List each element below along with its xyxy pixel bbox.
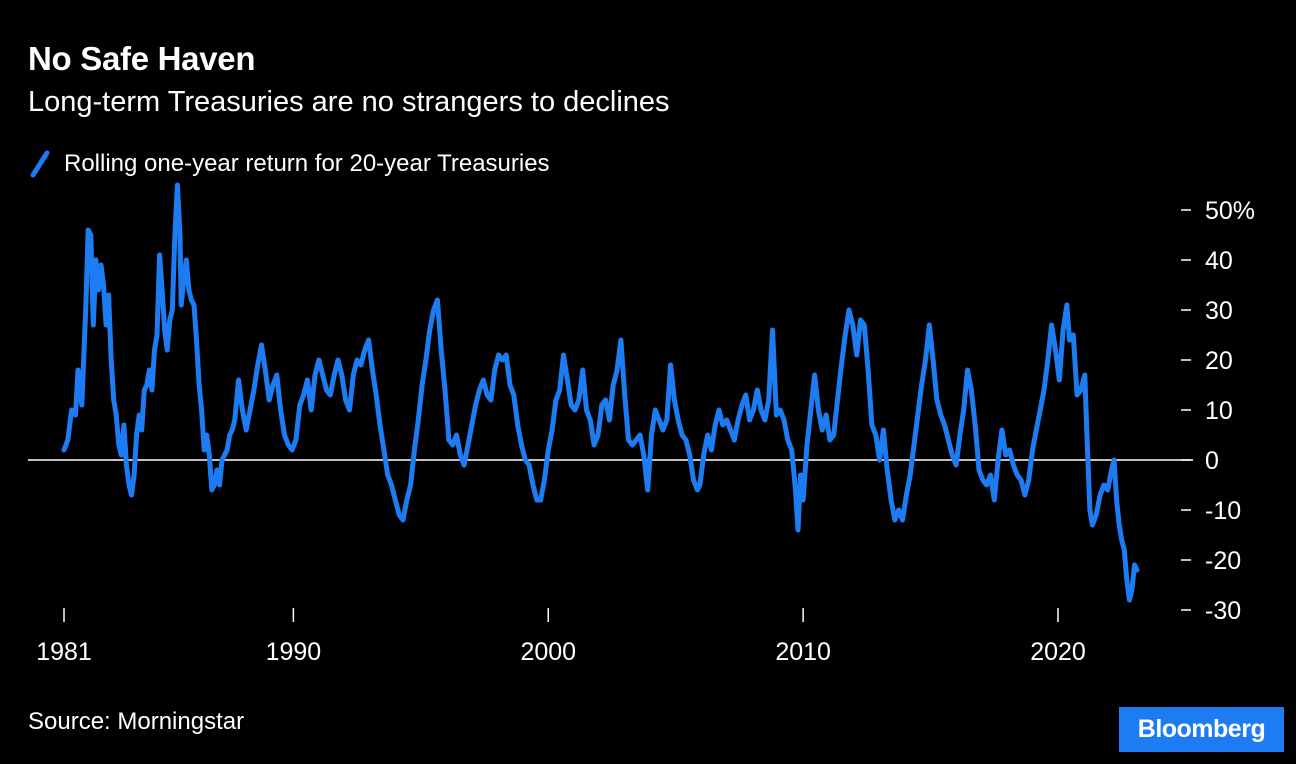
y-tick-label: 30 [1205, 297, 1233, 325]
y-tick-label: 50% [1205, 197, 1255, 225]
y-tick-label: 0 [1205, 447, 1219, 475]
brand-label: Bloomberg [1137, 715, 1266, 743]
y-tick-label: -30 [1205, 597, 1241, 625]
y-tick-label: -10 [1205, 497, 1241, 525]
x-tick-label: 2020 [1030, 638, 1086, 666]
series-line [61, 182, 1140, 603]
source-note: Source: Morningstar [28, 708, 245, 735]
y-tick-label: 10 [1205, 397, 1233, 425]
legend: Rolling one-year return for 20-year Trea… [30, 148, 550, 180]
legend-label: Rolling one-year return for 20-year Trea… [64, 150, 550, 177]
x-tick-label: 2000 [520, 638, 576, 666]
chart-subtitle: Long-term Treasuries are no strangers to… [28, 86, 670, 118]
x-tick-label: 1981 [36, 638, 92, 666]
bloomberg-logo: Bloomberg [1119, 707, 1284, 752]
y-tick-label: -20 [1205, 547, 1241, 575]
x-axis: 1981 1990 2000 2010 2020 [36, 608, 1086, 666]
x-tick-label: 2010 [775, 638, 831, 666]
y-axis: 50% 40 30 20 10 0 -10 -20 -30 [1181, 197, 1255, 625]
x-tick-label: 1990 [266, 638, 322, 666]
legend-swatch-icon [30, 150, 50, 178]
y-tick-label: 40 [1205, 247, 1233, 275]
chart-title: No Safe Haven [28, 40, 256, 77]
y-tick-label: 20 [1205, 347, 1233, 375]
